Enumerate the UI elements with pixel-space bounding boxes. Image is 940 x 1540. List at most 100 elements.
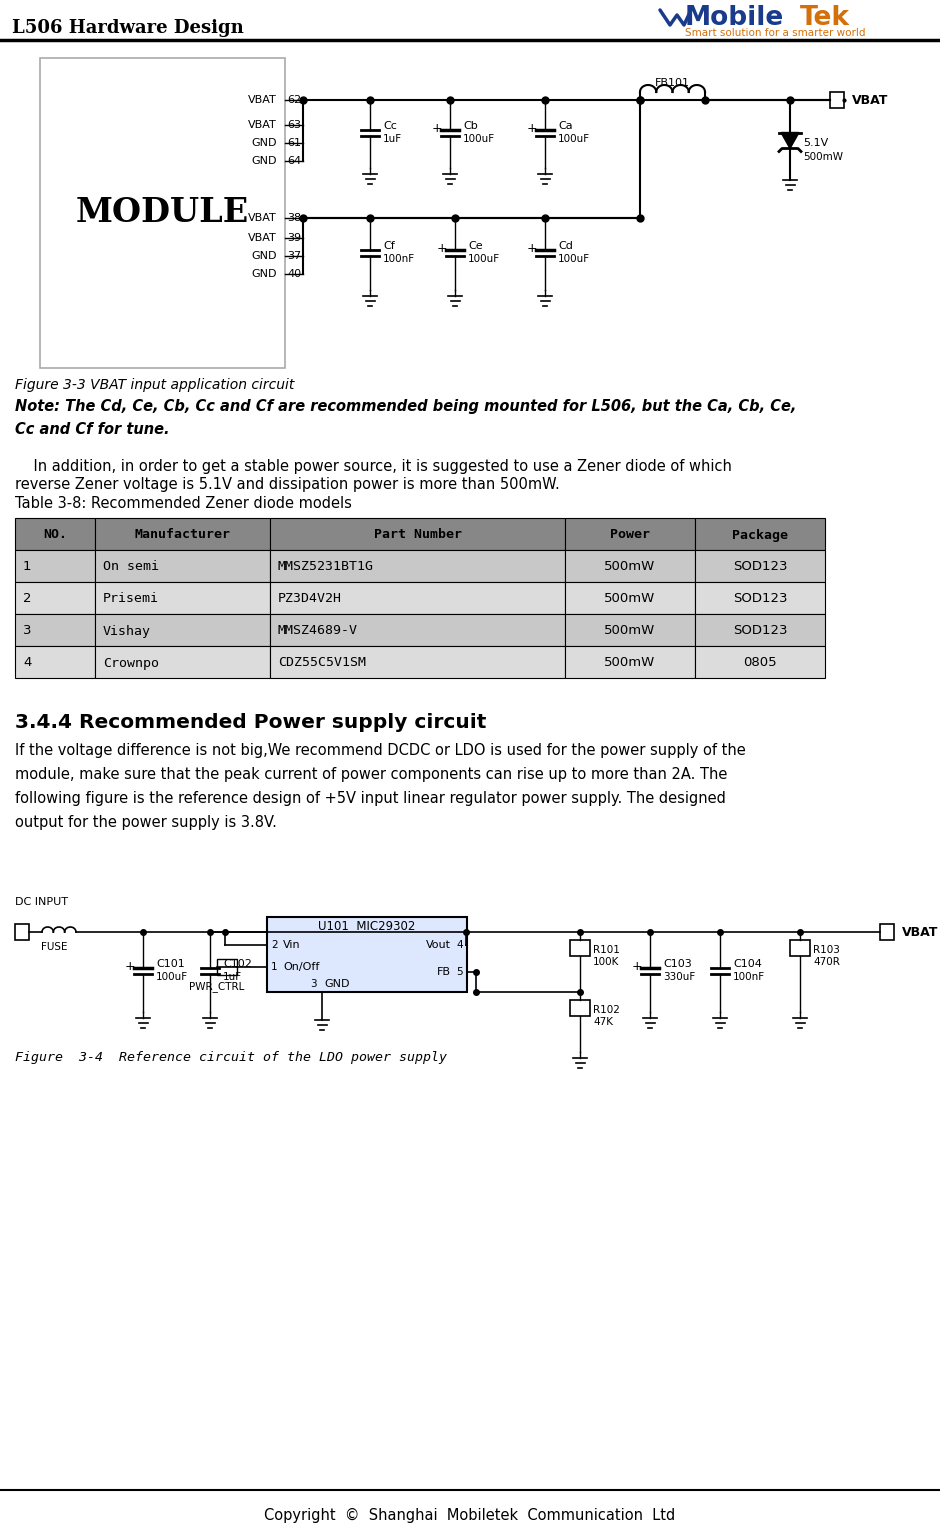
Bar bbox=[695, 582, 825, 614]
Text: Power: Power bbox=[610, 528, 650, 542]
Text: On semi: On semi bbox=[103, 561, 159, 573]
Bar bbox=[695, 517, 825, 550]
Bar bbox=[695, 614, 825, 645]
Text: 62: 62 bbox=[287, 95, 301, 105]
Text: 2: 2 bbox=[271, 939, 277, 950]
Text: 3: 3 bbox=[310, 979, 317, 989]
Text: Tek: Tek bbox=[800, 5, 850, 31]
Text: 39: 39 bbox=[287, 233, 301, 243]
Text: Ce: Ce bbox=[468, 240, 482, 251]
Text: GND: GND bbox=[252, 139, 277, 148]
Bar bbox=[15, 517, 95, 550]
Bar bbox=[565, 550, 695, 582]
Text: MODULE: MODULE bbox=[76, 197, 249, 229]
Text: Part Number: Part Number bbox=[373, 528, 462, 542]
Text: 500mW: 500mW bbox=[803, 151, 843, 162]
Text: +: + bbox=[437, 242, 447, 254]
Text: 40: 40 bbox=[287, 270, 301, 279]
Text: 100nF: 100nF bbox=[383, 254, 415, 263]
Text: MMSZ5231BT1G: MMSZ5231BT1G bbox=[278, 561, 374, 573]
Text: 3: 3 bbox=[23, 625, 32, 638]
Text: 0805: 0805 bbox=[744, 656, 776, 670]
Bar bbox=[267, 916, 467, 992]
Bar bbox=[270, 582, 565, 614]
Bar bbox=[15, 645, 95, 678]
Bar bbox=[95, 550, 270, 582]
Bar bbox=[695, 645, 825, 678]
Text: 37: 37 bbox=[287, 251, 301, 260]
Bar bbox=[790, 939, 810, 956]
Text: PWR_CTRL: PWR_CTRL bbox=[189, 981, 244, 992]
Text: 100uF: 100uF bbox=[156, 972, 188, 983]
Text: 100uF: 100uF bbox=[558, 134, 590, 145]
Text: 100nF: 100nF bbox=[733, 972, 765, 983]
Text: Vishay: Vishay bbox=[103, 625, 151, 638]
Text: 330uF: 330uF bbox=[663, 972, 696, 983]
Text: +: + bbox=[526, 122, 538, 134]
Text: 38: 38 bbox=[287, 213, 301, 223]
Text: 100uF: 100uF bbox=[468, 254, 500, 263]
Bar bbox=[880, 924, 894, 939]
Bar bbox=[270, 614, 565, 645]
Text: 1: 1 bbox=[271, 962, 277, 972]
Text: C102: C102 bbox=[223, 959, 252, 969]
Text: 100uF: 100uF bbox=[558, 254, 590, 263]
Bar bbox=[217, 959, 237, 975]
Text: +: + bbox=[125, 959, 135, 972]
Text: DC INPUT: DC INPUT bbox=[15, 896, 68, 907]
Text: 500mW: 500mW bbox=[604, 625, 655, 638]
Text: 100K: 100K bbox=[593, 956, 619, 967]
Text: Table 3-8: Recommended Zener diode models: Table 3-8: Recommended Zener diode model… bbox=[15, 496, 352, 510]
Bar bbox=[270, 645, 565, 678]
Text: SOD123: SOD123 bbox=[733, 561, 788, 573]
Text: module, make sure that the peak current of power components can rise up to more : module, make sure that the peak current … bbox=[15, 767, 728, 782]
Text: C101: C101 bbox=[156, 959, 185, 969]
Text: Figure  3-4  Reference circuit of the LDO power supply: Figure 3-4 Reference circuit of the LDO … bbox=[15, 1050, 447, 1064]
Text: Vin: Vin bbox=[283, 939, 301, 950]
Text: Prisemi: Prisemi bbox=[103, 593, 159, 605]
Text: CDZ55C5V1SM: CDZ55C5V1SM bbox=[278, 656, 366, 670]
Text: Note: The Cd, Ce, Cb, Cc and Cf are recommended being mounted for L506, but the : Note: The Cd, Ce, Cb, Cc and Cf are reco… bbox=[15, 399, 796, 414]
Bar bbox=[570, 939, 590, 956]
Text: L506 Hardware Design: L506 Hardware Design bbox=[12, 18, 243, 37]
Bar bbox=[15, 550, 95, 582]
Text: Mobile: Mobile bbox=[685, 5, 784, 31]
Text: 5.1V: 5.1V bbox=[803, 137, 828, 148]
Text: 100uF: 100uF bbox=[463, 134, 495, 145]
Text: If the voltage difference is not big,We recommend DCDC or LDO is used for the po: If the voltage difference is not big,We … bbox=[15, 744, 745, 759]
Bar bbox=[95, 517, 270, 550]
Text: SOD123: SOD123 bbox=[733, 593, 788, 605]
Text: Package: Package bbox=[732, 528, 788, 542]
Text: In addition, in order to get a stable power source, it is suggested to use a Zen: In addition, in order to get a stable po… bbox=[15, 459, 732, 474]
Text: Cb: Cb bbox=[463, 122, 478, 131]
Bar bbox=[95, 614, 270, 645]
Text: 63: 63 bbox=[287, 120, 301, 129]
Bar bbox=[95, 645, 270, 678]
Bar bbox=[570, 999, 590, 1016]
Text: output for the power supply is 3.8V.: output for the power supply is 3.8V. bbox=[15, 816, 277, 830]
Text: 61: 61 bbox=[287, 139, 301, 148]
Text: C104: C104 bbox=[733, 959, 762, 969]
Text: VBAT: VBAT bbox=[248, 95, 277, 105]
Text: VBAT: VBAT bbox=[248, 213, 277, 223]
Text: Figure 3-3 VBAT input application circuit: Figure 3-3 VBAT input application circui… bbox=[15, 377, 294, 393]
Text: 5: 5 bbox=[457, 967, 463, 976]
Text: Cf: Cf bbox=[383, 240, 395, 251]
Text: PZ3D4V2H: PZ3D4V2H bbox=[278, 593, 342, 605]
Bar bbox=[565, 645, 695, 678]
Text: VBAT: VBAT bbox=[248, 120, 277, 129]
Bar bbox=[15, 582, 95, 614]
Text: 470R: 470R bbox=[813, 956, 839, 967]
Text: 3.4.4 Recommended Power supply circuit: 3.4.4 Recommended Power supply circuit bbox=[15, 713, 486, 733]
Bar bbox=[15, 924, 29, 939]
Text: VBAT: VBAT bbox=[902, 926, 938, 938]
Text: MMSZ4689-V: MMSZ4689-V bbox=[278, 625, 358, 638]
Text: R102: R102 bbox=[593, 1006, 619, 1015]
Text: C103: C103 bbox=[663, 959, 692, 969]
Text: 4: 4 bbox=[457, 939, 463, 950]
Text: 500mW: 500mW bbox=[604, 593, 655, 605]
Bar bbox=[95, 582, 270, 614]
Text: 500mW: 500mW bbox=[604, 656, 655, 670]
Text: Ca: Ca bbox=[558, 122, 572, 131]
Text: FB: FB bbox=[437, 967, 451, 976]
